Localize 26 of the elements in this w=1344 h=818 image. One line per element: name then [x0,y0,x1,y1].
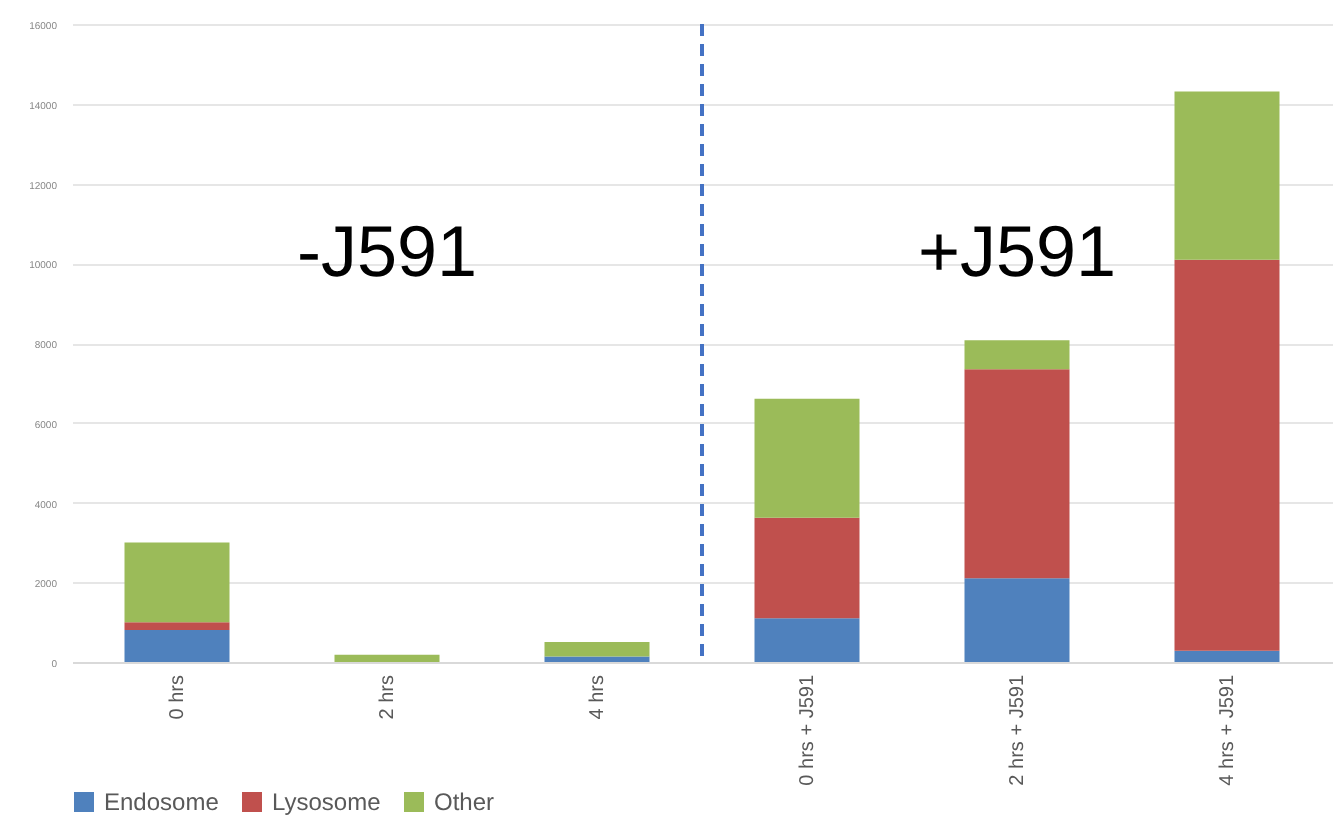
legend-label: Other [434,788,495,816]
bar [964,578,1070,662]
bar [1174,259,1280,651]
x-tick-label: 0 hrs [167,675,189,720]
bar [544,642,650,657]
bar [124,542,230,623]
bar [544,656,650,662]
bar [964,340,1070,370]
bar [1174,91,1280,260]
bar [754,398,860,518]
bar [964,369,1070,579]
bar [1174,650,1280,662]
bar [124,622,230,631]
bar [754,517,860,619]
bar [754,618,860,662]
x-tick-label: 2 hrs [377,675,399,720]
legend-label: Endosome [104,788,220,816]
annotation: -J591 [296,210,478,292]
x-tick-label: 4 hrs + J591 [1217,674,1239,786]
legend-label: Lysosome [272,788,382,816]
annotation: +J591 [917,210,1117,292]
x-tick-label: 2 hrs + J591 [1007,674,1029,786]
bar [334,654,440,662]
x-tick-label: 4 hrs [587,675,609,720]
x-tick-label: 0 hrs + J591 [797,674,819,786]
bar [124,630,230,662]
